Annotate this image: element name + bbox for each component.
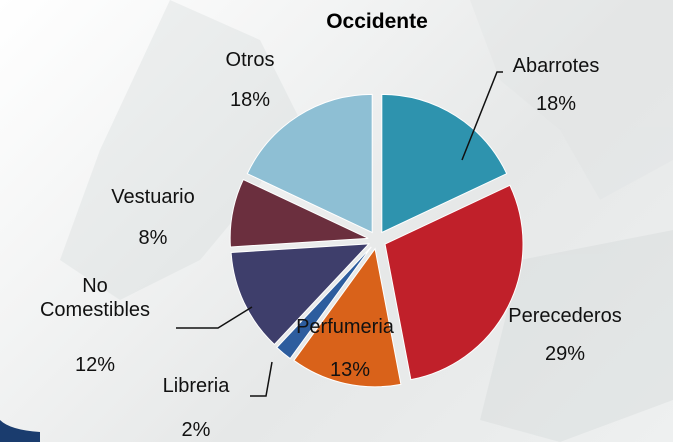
- leader-line: [461, 71, 503, 161]
- value-label: 13%: [329, 359, 371, 381]
- background-map: [60, 0, 673, 442]
- value-label: 2%: [181, 419, 211, 441]
- pie-slice: [381, 93, 508, 234]
- pie: [229, 93, 524, 388]
- slice-label: Abarrotes: [512, 55, 600, 77]
- slice-label: Perecederos: [508, 305, 622, 327]
- value-label: 29%: [544, 343, 586, 365]
- value-label: 18%: [535, 93, 577, 115]
- leader-lines: [176, 71, 503, 397]
- pie-slice: [293, 247, 402, 388]
- pie-slice: [276, 246, 372, 360]
- pie-slice: [230, 243, 371, 346]
- pie-slice: [384, 184, 524, 381]
- slice-label: No Comestibles: [39, 275, 151, 321]
- corner-decoration: [0, 420, 40, 442]
- leader-line: [176, 306, 253, 329]
- chart-title: Occidente: [326, 10, 428, 33]
- slice-label: Otros: [225, 49, 275, 71]
- leader-line: [250, 361, 273, 397]
- value-label: 18%: [229, 89, 271, 111]
- value-label: 8%: [138, 227, 168, 249]
- pie-slice: [229, 178, 369, 248]
- slice-label: Vestuario: [111, 186, 195, 208]
- slice-label: Libreria: [162, 375, 230, 397]
- slice-label: Perfumeria: [296, 316, 394, 338]
- pie-slice: [246, 93, 373, 234]
- value-label: 12%: [74, 354, 116, 376]
